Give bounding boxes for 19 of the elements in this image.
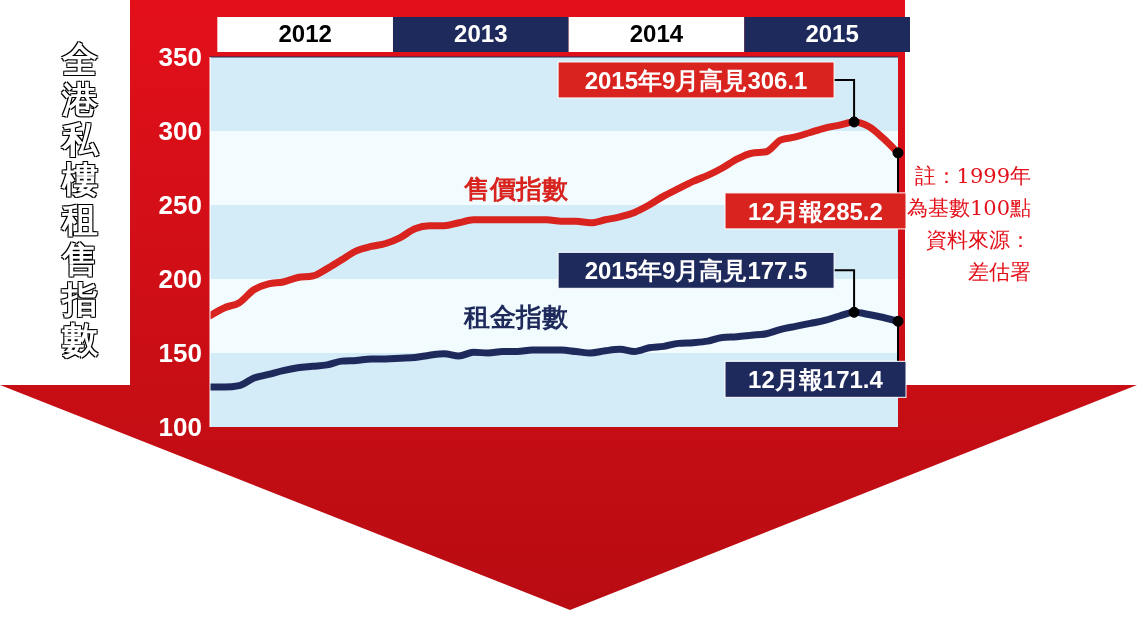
annotation: 12月報285.2 (748, 197, 883, 225)
annotation: 2015年9月高見306.1 (584, 66, 808, 94)
x-tick-label: 2013 (454, 20, 508, 47)
y-tick-label: 150 (158, 338, 202, 369)
annotation: 2015年9月高見177.5 (584, 257, 808, 285)
series-label: 租金指數 (463, 301, 570, 332)
series-label: 售價指數 (463, 173, 570, 204)
text: 註：1999年為基數100點 (906, 163, 1031, 222)
y-tick-label: 300 (158, 116, 202, 147)
x-tick-label: 2014 (629, 20, 684, 47)
y-tick-label: 200 (158, 264, 202, 295)
x-tick-label: 2015 (805, 20, 859, 47)
y-axis-title: 全港私樓租售指數 (59, 39, 101, 360)
y-tick-label: 250 (158, 190, 202, 221)
source-note: 資料來源：差估署 (925, 227, 1031, 286)
y-tick-label: 100 (158, 412, 202, 443)
y-tick-label: 350 (158, 42, 202, 73)
annotation: 12月報171.4 (748, 366, 884, 394)
x-tick-label: 2012 (278, 20, 332, 47)
